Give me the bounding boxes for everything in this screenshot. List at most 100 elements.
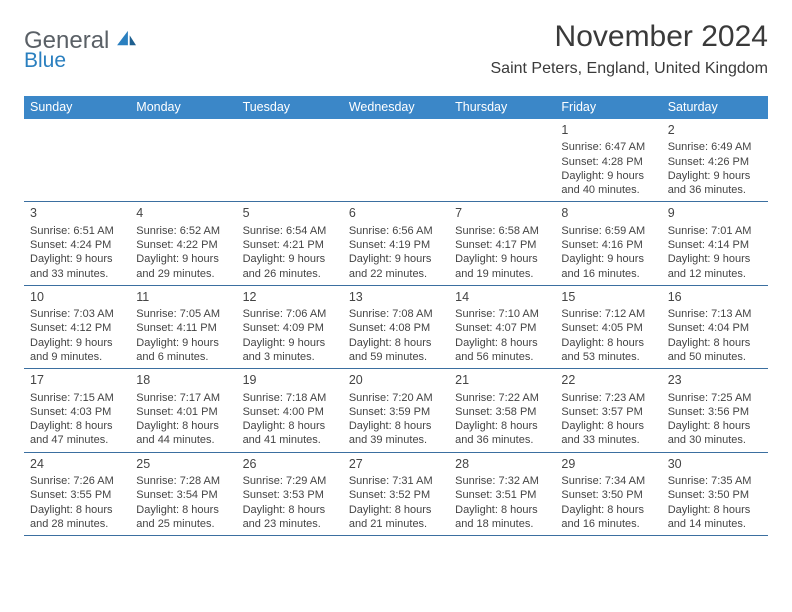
sunrise-line: Sunrise: 6:59 AM <box>561 224 655 238</box>
day-number: 1 <box>561 122 655 138</box>
daylight-line-2: and 40 minutes. <box>561 183 655 197</box>
weekday-header: Thursday <box>449 96 555 119</box>
daylight-line-2: and 36 minutes. <box>455 433 549 447</box>
daylight-line-2: and 19 minutes. <box>455 267 549 281</box>
daylight-line-2: and 29 minutes. <box>136 267 230 281</box>
daylight-line-2: and 14 minutes. <box>668 517 762 531</box>
daylight-line-2: and 16 minutes. <box>561 517 655 531</box>
daylight-line-2: and 33 minutes. <box>30 267 124 281</box>
sunset-line: Sunset: 4:16 PM <box>561 238 655 252</box>
sunrise-line: Sunrise: 6:52 AM <box>136 224 230 238</box>
sunset-line: Sunset: 3:57 PM <box>561 405 655 419</box>
sunrise-line: Sunrise: 7:10 AM <box>455 307 549 321</box>
location-text: Saint Peters, England, United Kingdom <box>491 60 769 78</box>
day-number: 5 <box>243 205 337 221</box>
daylight-line-1: Daylight: 9 hours <box>561 169 655 183</box>
day-number: 24 <box>30 456 124 472</box>
daylight-line-1: Daylight: 8 hours <box>349 503 443 517</box>
daylight-line-1: Daylight: 9 hours <box>668 252 762 266</box>
daylight-line-2: and 26 minutes. <box>243 267 337 281</box>
day-number: 13 <box>349 289 443 305</box>
day-cell: 19Sunrise: 7:18 AMSunset: 4:00 PMDayligh… <box>237 369 343 451</box>
sunrise-line: Sunrise: 7:26 AM <box>30 474 124 488</box>
daylight-line-1: Daylight: 8 hours <box>30 419 124 433</box>
sail-icon <box>116 30 138 48</box>
day-cell: 24 Sunrise: 7:26 AMSunset: 3:55 PMDayligh… <box>24 453 130 535</box>
sunset-line: Sunset: 3:56 PM <box>668 405 762 419</box>
day-number: 8 <box>561 205 655 221</box>
sunrise-line: Sunrise: 6:47 AM <box>561 140 655 154</box>
sunset-line: Sunset: 4:04 PM <box>668 321 762 335</box>
sunrise-line: Sunrise: 7:25 AM <box>668 391 762 405</box>
sunset-line: Sunset: 4:26 PM <box>668 155 762 169</box>
day-cell: 29Sunrise: 7:34 AMSunset: 3:50 PMDayligh… <box>555 453 661 535</box>
daylight-line-2: and 25 minutes. <box>136 517 230 531</box>
day-number: 19 <box>243 372 337 388</box>
sunrise-line: Sunrise: 7:23 AM <box>561 391 655 405</box>
daylight-line-1: Daylight: 9 hours <box>668 169 762 183</box>
day-cell: 27Sunrise: 7:31 AMSunset: 3:52 PMDayligh… <box>343 453 449 535</box>
sunrise-line: Sunrise: 7:31 AM <box>349 474 443 488</box>
sunset-line: Sunset: 4:17 PM <box>455 238 549 252</box>
day-cell: 30Sunrise: 7:35 AMSunset: 3:50 PMDayligh… <box>662 453 768 535</box>
daylight-line-2: and 3 minutes. <box>243 350 337 364</box>
daylight-line-2: and 6 minutes. <box>136 350 230 364</box>
day-number: 7 <box>455 205 549 221</box>
week-row: 3Sunrise: 6:51 AMSunset: 4:24 PMDaylight… <box>24 202 768 285</box>
day-number: 22 <box>561 372 655 388</box>
sunset-line: Sunset: 4:14 PM <box>668 238 762 252</box>
day-number: 25 <box>136 456 230 472</box>
sunrise-line: Sunrise: 7:22 AM <box>455 391 549 405</box>
daylight-line-2: and 30 minutes. <box>668 433 762 447</box>
daylight-line-1: Daylight: 9 hours <box>349 252 443 266</box>
daylight-line-2: and 56 minutes. <box>455 350 549 364</box>
daylight-line-1: Daylight: 9 hours <box>243 336 337 350</box>
day-number: 4 <box>136 205 230 221</box>
daylight-line-1: Daylight: 9 hours <box>30 252 124 266</box>
sunrise-line: Sunrise: 7:15 AM <box>30 391 124 405</box>
daylight-line-1: Daylight: 8 hours <box>30 503 124 517</box>
day-cell: 17 Sunrise: 7:15 AMSunset: 4:03 PMDayligh… <box>24 369 130 451</box>
day-number: 16 <box>668 289 762 305</box>
day-cell: 5Sunrise: 6:54 AMSunset: 4:21 PMDaylight… <box>237 202 343 284</box>
month-title: November 2024 <box>491 20 769 54</box>
sunset-line: Sunset: 4:03 PM <box>30 405 124 419</box>
empty-day-cell <box>343 119 449 201</box>
sunset-line: Sunset: 4:11 PM <box>136 321 230 335</box>
sunrise-line: Sunrise: 7:01 AM <box>668 224 762 238</box>
sunset-line: Sunset: 4:08 PM <box>349 321 443 335</box>
logo-text: General Blue <box>24 28 138 73</box>
day-number: 14 <box>455 289 549 305</box>
sunrise-line: Sunrise: 6:49 AM <box>668 140 762 154</box>
page-header: General Blue November 2024 Saint Peters,… <box>24 20 768 78</box>
sunset-line: Sunset: 4:19 PM <box>349 238 443 252</box>
empty-day-cell <box>237 119 343 201</box>
day-number: 27 <box>349 456 443 472</box>
sunrise-line: Sunrise: 7:03 AM <box>30 307 124 321</box>
daylight-line-2: and 53 minutes. <box>561 350 655 364</box>
day-number: 15 <box>561 289 655 305</box>
sunset-line: Sunset: 4:24 PM <box>30 238 124 252</box>
sunset-line: Sunset: 3:55 PM <box>30 488 124 502</box>
daylight-line-2: and 36 minutes. <box>668 183 762 197</box>
day-cell: 4Sunrise: 6:52 AMSunset: 4:22 PMDaylight… <box>130 202 236 284</box>
sunrise-line: Sunrise: 7:35 AM <box>668 474 762 488</box>
daylight-line-1: Daylight: 8 hours <box>243 503 337 517</box>
daylight-line-1: Daylight: 8 hours <box>455 503 549 517</box>
daylight-line-2: and 12 minutes. <box>668 267 762 281</box>
sunrise-line: Sunrise: 6:58 AM <box>455 224 549 238</box>
day-number: 28 <box>455 456 549 472</box>
sunrise-line: Sunrise: 7:34 AM <box>561 474 655 488</box>
week-row: 1Sunrise: 6:47 AMSunset: 4:28 PMDaylight… <box>24 119 768 202</box>
week-row: 17Sunrise: 7:15 AMSunset: 4:03 PMDayligh… <box>24 369 768 452</box>
sunrise-line: Sunrise: 7:05 AM <box>136 307 230 321</box>
sunrise-line: Sunrise: 7:20 AM <box>349 391 443 405</box>
daylight-line-1: Daylight: 8 hours <box>668 419 762 433</box>
sunrise-line: Sunrise: 7:29 AM <box>243 474 337 488</box>
sunrise-line: Sunrise: 7:28 AM <box>136 474 230 488</box>
day-cell: 1Sunrise: 6:47 AMSunset: 4:28 PMDaylight… <box>555 119 661 201</box>
sunset-line: Sunset: 3:50 PM <box>668 488 762 502</box>
daylight-line-1: Daylight: 9 hours <box>136 336 230 350</box>
day-number: 17 <box>30 372 124 388</box>
weekday-header: Tuesday <box>237 96 343 119</box>
